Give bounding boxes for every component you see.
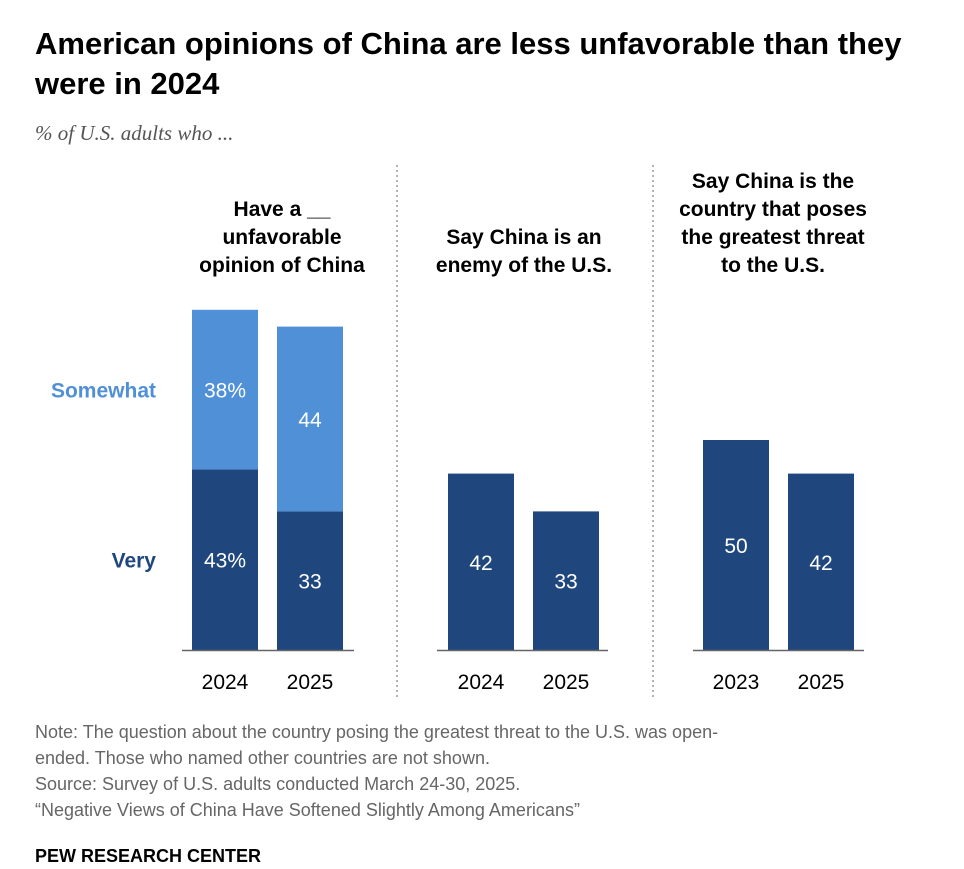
bar-2023 [703, 440, 769, 650]
x-tick-label: 2023 [713, 671, 760, 694]
bar-value-label: 38% [204, 380, 246, 403]
x-tick-label: 2025 [798, 671, 845, 694]
panel-heading-line: enemy of the U.S. [436, 254, 612, 277]
bar-2024 [448, 473, 514, 650]
panel-heading-line: the greatest threat [681, 226, 864, 249]
bar-value-label: 33 [298, 571, 321, 594]
brand-logo-text: PEW RESEARCH CENTER [35, 846, 262, 866]
panel-heading-line: Say China is an [446, 226, 601, 249]
x-tick-label: 2024 [202, 671, 249, 694]
bar-chart: Have a __ unfavorable opinion of China 43% 3… [51, 165, 867, 700]
bar-somewhat-2025 [277, 326, 343, 512]
x-tick-label: 2024 [458, 671, 505, 694]
bar-value-label: 42 [809, 552, 832, 575]
chart-title: American opinions of China are less unfa… [35, 26, 902, 101]
bar-value-label: 50 [724, 535, 747, 558]
chart-subtitle: % of U.S. adults who ... [35, 121, 234, 145]
bar-value-label: 43% [204, 550, 246, 573]
report-title-line: “Negative Views of China Have Softened S… [35, 800, 580, 820]
source-line: Source: Survey of U.S. adults conducted … [35, 774, 521, 794]
note-line: Note: The question about the country pos… [35, 722, 719, 742]
note-line: ended. Those who named other countries a… [35, 748, 490, 768]
legend-somewhat: Somewhat [51, 380, 156, 403]
panel-heading-line: opinion of China [199, 254, 365, 277]
x-tick-label: 2025 [543, 671, 590, 694]
notes-block: Note: The question about the country pos… [35, 719, 935, 823]
bar-somewhat-2024 [192, 309, 258, 470]
x-tick-label: 2025 [287, 671, 334, 694]
bar-value-label: 44 [298, 409, 322, 432]
bar-2025 [533, 511, 599, 650]
bar-value-label: 42 [469, 552, 492, 575]
panel-heading-line: unfavorable [222, 226, 341, 249]
bar-very-2025 [277, 511, 343, 650]
panel-heading-line: Have a __ [234, 198, 331, 221]
panel-heading-line: country that poses [679, 198, 867, 221]
legend-very: Very [112, 550, 157, 573]
bar-2025 [788, 473, 854, 650]
panel-heading-line: Say China is the [692, 170, 854, 193]
bar-very-2024 [192, 469, 258, 650]
bar-value-label: 33 [554, 571, 577, 594]
panel-heading-line: to the U.S. [721, 254, 825, 277]
